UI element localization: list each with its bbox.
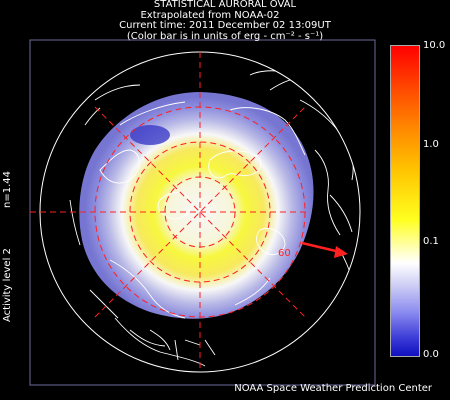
credit-footer: NOAA Space Weather Prediction Center bbox=[234, 383, 432, 394]
page-title: STATISTICAL AURORAL OVAL bbox=[153, 0, 297, 10]
activity-level: Activity level 2 bbox=[2, 248, 13, 322]
n-value: n=1.44 bbox=[2, 171, 13, 208]
colorbar-label-0-1: 0.1 bbox=[423, 236, 439, 247]
colorbar bbox=[390, 45, 420, 357]
auroral-oval bbox=[79, 92, 314, 319]
source-line: Extrapolated from NOAA-02 bbox=[140, 9, 280, 21]
high-energy-patch bbox=[130, 125, 170, 145]
colorbar-label-min: 0.0 bbox=[423, 349, 439, 360]
header: STATISTICAL AURORAL OVAL Extrapolated fr… bbox=[0, 0, 450, 42]
units-note: (Color bar is in units of erg - cm⁻² - s… bbox=[126, 30, 324, 42]
colorbar-label-max: 10.0 bbox=[423, 40, 446, 51]
graticule bbox=[30, 52, 310, 372]
sun-direction-arrow bbox=[301, 241, 348, 258]
current-time: Current time: 2011 December 02 13:09UT bbox=[119, 20, 331, 31]
latitude-label: 60 bbox=[278, 248, 291, 259]
colorbar-label-1: 1.0 bbox=[423, 139, 439, 150]
